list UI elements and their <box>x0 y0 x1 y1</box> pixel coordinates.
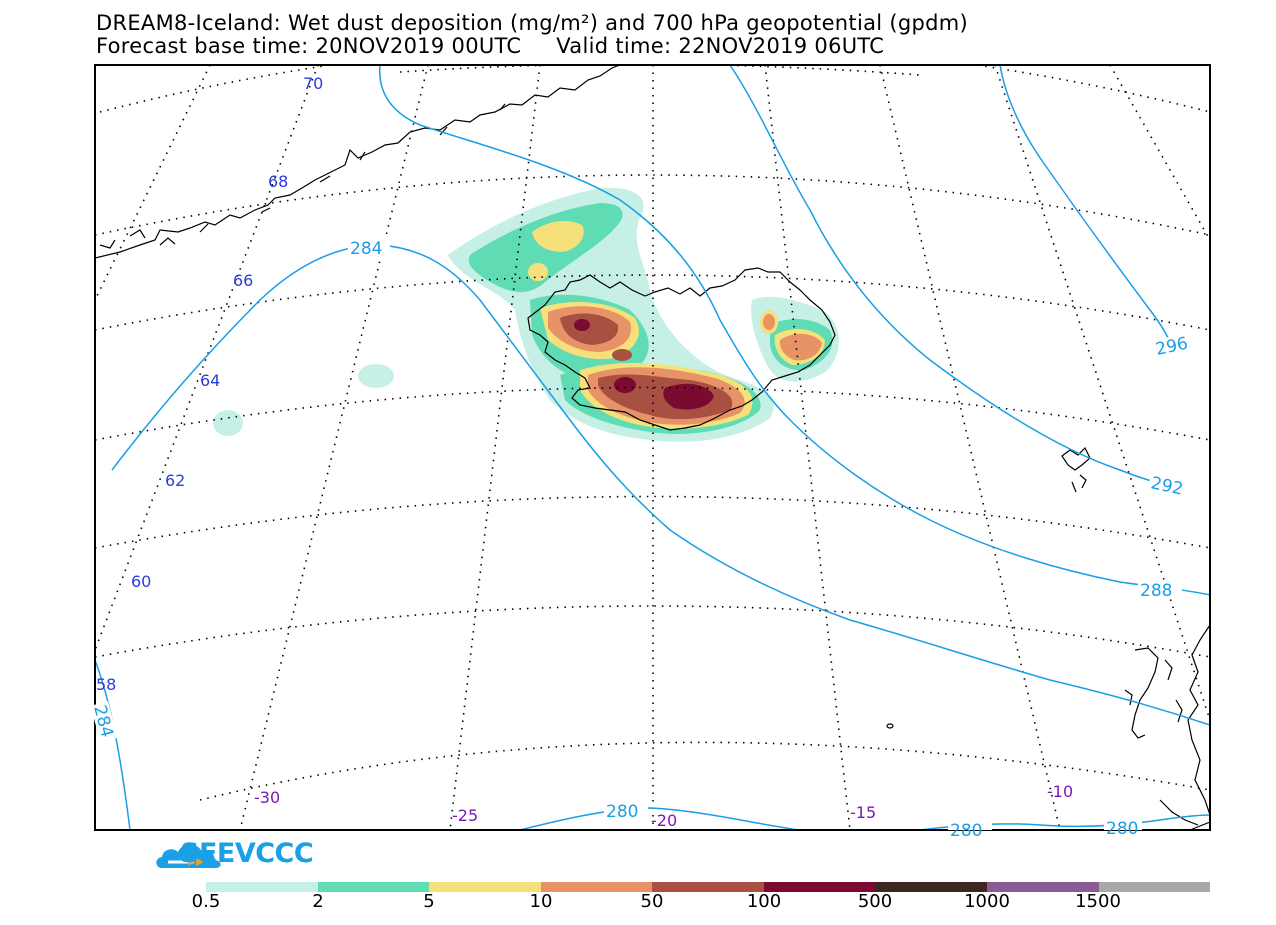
colorbar-swatch <box>986 882 1099 892</box>
latitude-line-60 <box>95 495 1210 549</box>
colorbar-swatch <box>763 882 876 892</box>
contour-label: 288 <box>1140 581 1172 601</box>
contour-label: 280 <box>606 802 638 822</box>
contour-288 <box>378 65 1210 596</box>
seevccc-logo <box>156 844 221 868</box>
latitude-line-68 <box>99 65 1210 113</box>
colorbar-swatch <box>875 882 987 892</box>
longitude-label: -25 <box>452 806 478 825</box>
faroe-islands <box>1061 446 1091 493</box>
longitude-line-0 <box>994 65 1210 721</box>
dust-level-5 <box>532 220 584 252</box>
latitude-label: 68 <box>268 172 288 191</box>
dust-level-50 <box>560 313 619 345</box>
latitude-labels: 70 68 66 64 62 60 58 <box>96 74 323 694</box>
contour-296 <box>999 65 1173 351</box>
longitude-label: -10 <box>1047 782 1073 801</box>
contour-label: 292 <box>1149 473 1185 499</box>
dust-deposition-field <box>213 187 839 442</box>
contour-label: 284 <box>350 239 382 259</box>
latitude-label: 64 <box>200 371 220 390</box>
latitude-label: 66 <box>233 271 253 290</box>
colorbar-label: 2 <box>312 891 324 912</box>
colorbar-label: 1500 <box>1075 891 1121 912</box>
latitude-label: 70 <box>303 74 323 93</box>
iceland-coast <box>527 267 836 431</box>
longitude-line-30 <box>95 65 319 651</box>
logo-text: SEEVCCC <box>180 838 314 869</box>
map-title: DREAM8-Iceland: Wet dust deposition (mg/… <box>96 11 968 35</box>
colorbar-label: 500 <box>857 891 893 912</box>
colorbar-swatch <box>652 882 764 892</box>
contour-label: 284 <box>89 703 117 740</box>
latitude-line-62 <box>95 386 1210 441</box>
longitude-line-10 <box>764 65 851 830</box>
map-subtitle: Forecast base time: 20NOV2019 00UTC Vali… <box>96 34 885 58</box>
colorbar-label: 100 <box>746 891 782 912</box>
contour-284-west <box>111 244 1210 726</box>
longitude-label: -15 <box>850 803 876 822</box>
contour-292 <box>729 65 1186 491</box>
contour-label: 296 <box>1154 334 1190 360</box>
colorbar-label: 0.5 <box>191 891 221 912</box>
colorbar-swatch <box>206 882 318 892</box>
scotland-coast <box>1124 624 1210 830</box>
colorbar-swatch <box>317 882 430 892</box>
geopotential-contours <box>95 65 1210 830</box>
coastlines <box>95 65 1210 830</box>
latitude-label: 58 <box>96 675 116 694</box>
colorbar <box>206 882 1211 892</box>
latitude-line-66 <box>95 174 1210 236</box>
contour-label: 280 <box>950 821 982 841</box>
map-frame <box>94 64 1211 831</box>
longitude-line-20 <box>449 65 541 830</box>
colorbar-label: 50 <box>640 891 664 912</box>
longitude-label: -20 <box>651 811 677 830</box>
colorbar-swatch <box>540 882 653 892</box>
latitude-label: 62 <box>165 471 185 490</box>
longitude-line-e5 <box>1109 65 1210 241</box>
dust-level-100 <box>663 383 714 410</box>
colorbar-label: 5 <box>423 891 435 912</box>
colorbar-label: 1000 <box>964 891 1010 912</box>
longitude-label: -30 <box>254 788 280 807</box>
colorbar-label: 10 <box>529 891 553 912</box>
colorbar-swatch <box>1098 882 1211 892</box>
latitude-label: 60 <box>131 572 151 591</box>
longitude-labels: -30 -25 -20 -15 -10 <box>254 782 1073 830</box>
greenland-coast <box>95 65 621 259</box>
contour-label: 280 <box>1106 819 1138 839</box>
colorbar-swatch <box>429 882 541 892</box>
latitude-line-58 <box>95 605 1210 658</box>
